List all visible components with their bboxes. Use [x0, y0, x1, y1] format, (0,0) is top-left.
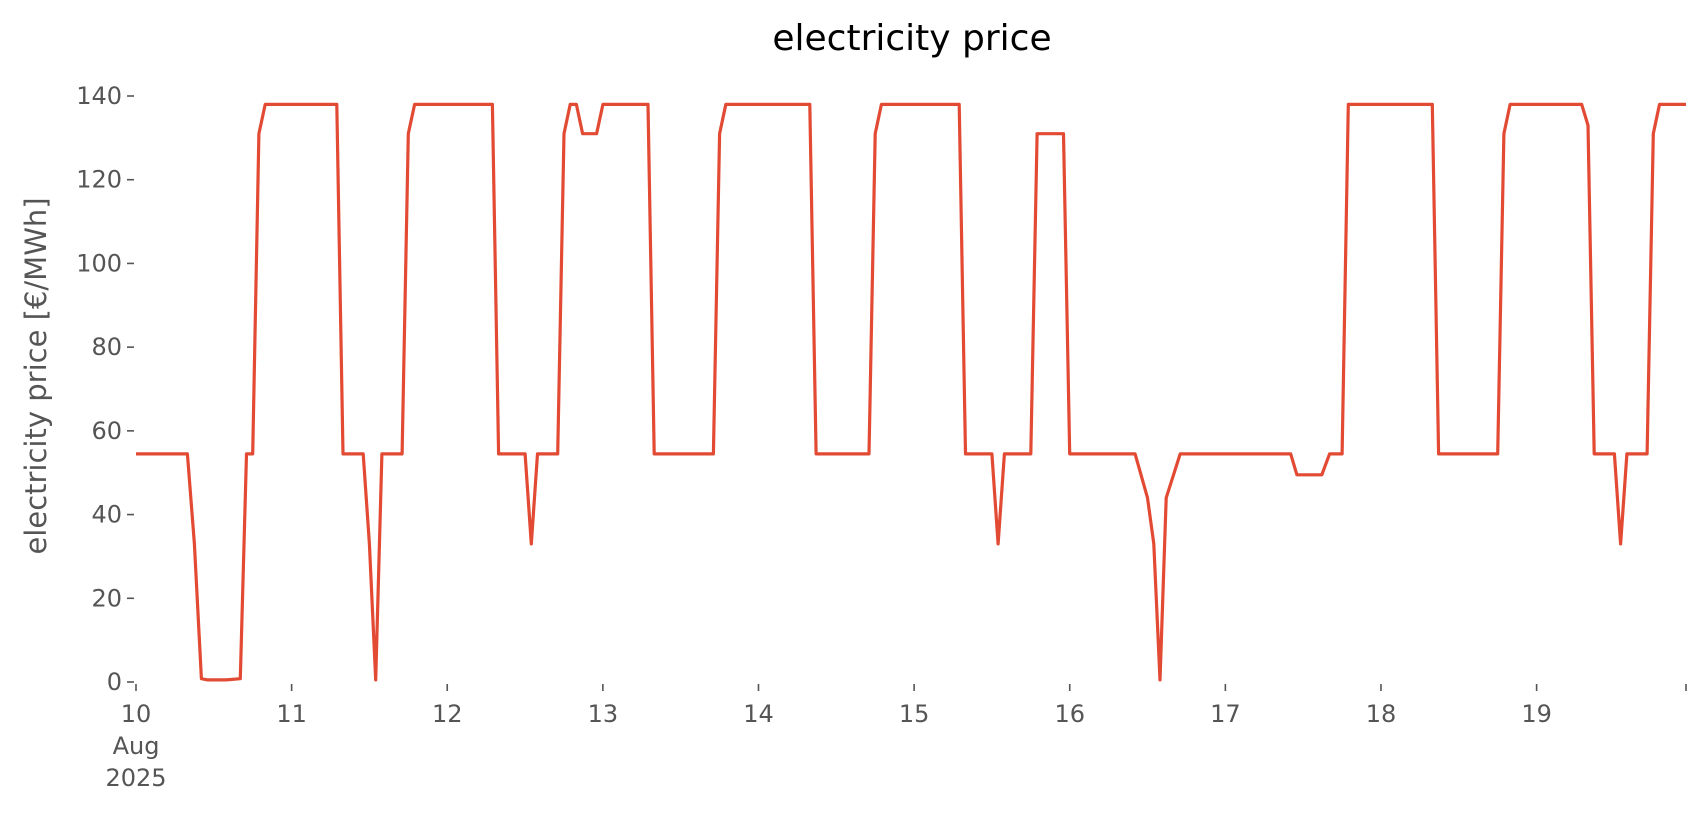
x-tick-label: 2025 [105, 764, 166, 792]
x-tick-label: 17 [1210, 700, 1241, 728]
x-tick-label: 14 [743, 700, 774, 728]
y-tick-label: 0 [107, 668, 122, 696]
y-axis: 0 20 40 60 80 100 120 140 [76, 82, 134, 696]
y-tick-label: 40 [91, 501, 122, 529]
x-tick-label: 18 [1366, 700, 1397, 728]
y-tick-label: 120 [76, 166, 122, 194]
x-tick-label: 19 [1521, 700, 1552, 728]
x-tick-label: 11 [276, 700, 307, 728]
price-series-line [136, 102, 1686, 682]
y-tick-label: 140 [76, 82, 122, 110]
x-tick-label: 13 [588, 700, 619, 728]
x-tick-label: 15 [899, 700, 930, 728]
y-tick-label: 100 [76, 249, 122, 277]
x-tick-label: Aug [113, 732, 160, 760]
x-tick-label: 16 [1054, 700, 1085, 728]
x-tick-label: 12 [432, 700, 463, 728]
y-tick-label: 60 [91, 417, 122, 445]
x-tick-label: 10 [121, 700, 152, 728]
y-tick-label: 80 [91, 333, 122, 361]
x-axis: 10 Aug 2025 11 12 13 14 15 16 17 18 19 [105, 684, 1687, 792]
chart-title: electricity price [772, 18, 1051, 59]
plot-area [136, 102, 1686, 682]
y-tick-label: 20 [91, 584, 122, 612]
y-axis-label: electricity price [€/MWh] [19, 197, 53, 554]
